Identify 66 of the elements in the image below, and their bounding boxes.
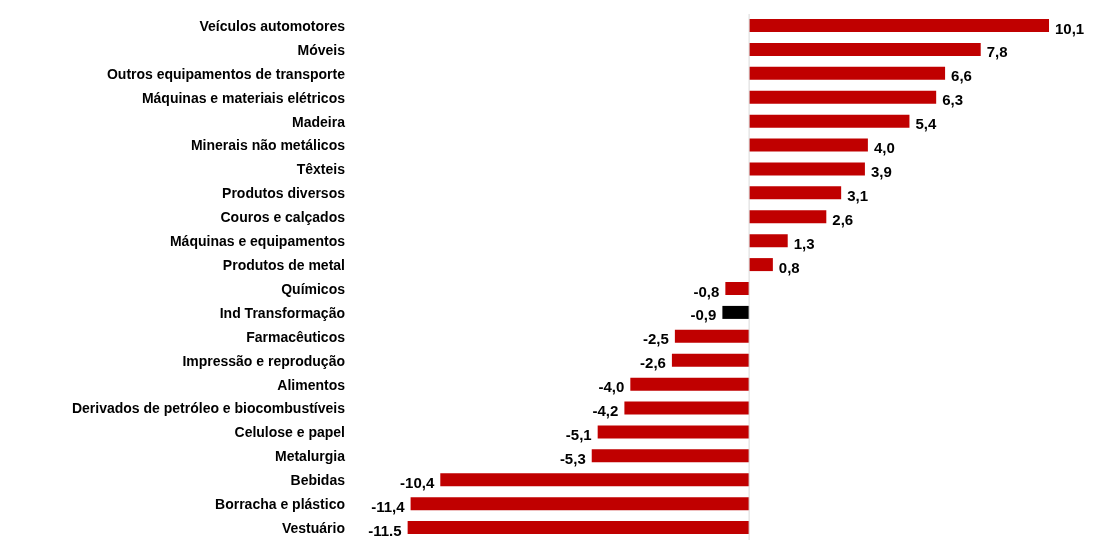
y-tick-label: Couros e calçados: [220, 209, 346, 226]
data-label: -5,3: [559, 449, 586, 467]
bar: [749, 90, 937, 104]
bar: [671, 353, 750, 367]
y-tick-label: Têxteis: [296, 161, 346, 178]
data-label: -0,9: [690, 306, 717, 324]
data-label: -4,0: [598, 378, 625, 396]
bar: [749, 162, 865, 176]
bar: [749, 42, 981, 56]
bar: [597, 425, 750, 439]
data-label: 7,8: [986, 43, 1008, 61]
y-tick-label: Celulose e papel: [234, 424, 345, 441]
y-tick-label: Vestuário: [281, 520, 345, 537]
data-label: -11.5: [368, 521, 402, 539]
bar: [674, 329, 750, 343]
y-tick-label: Impressão e reprodução: [182, 352, 345, 369]
bar: [749, 114, 910, 128]
y-tick-label: Produtos diversos: [222, 185, 346, 202]
bar: [624, 401, 750, 415]
data-label: -0,8: [693, 282, 720, 300]
bar: [749, 210, 827, 224]
bar: [410, 497, 750, 511]
y-tick-label: Outros equipamentos de transporte: [106, 65, 346, 82]
y-tick-label: Farmacêuticos: [246, 328, 346, 345]
y-tick-label: Bebidas: [290, 472, 346, 489]
y-tick-label: Derivados de petróleo e biocombustíveis: [71, 400, 346, 417]
y-tick-label: Veículos automotores: [199, 17, 346, 34]
bar: [725, 282, 750, 295]
bar: [749, 258, 773, 272]
data-label: 1,3: [793, 234, 815, 252]
data-label: -2,6: [640, 354, 666, 372]
bar: [591, 449, 750, 463]
bar: [440, 473, 750, 487]
bar: [407, 521, 750, 535]
y-tick-label: Móveis: [297, 41, 346, 58]
y-tick-label: Máquinas e materiais elétricos: [141, 89, 346, 106]
y-tick-label: Máquinas e equipamentos: [169, 233, 346, 250]
y-tick-label: Metalurgia: [274, 448, 346, 465]
data-label: -11,4: [371, 497, 406, 515]
data-label: 2,6: [832, 210, 854, 228]
data-label: 6,6: [951, 67, 972, 85]
data-label: 5,4: [915, 115, 937, 133]
data-label: 0,8: [778, 258, 800, 276]
y-tick-label: Produtos de metal: [222, 257, 345, 274]
bar: [749, 19, 1050, 32]
data-label: -5,1: [565, 425, 592, 443]
data-label: 10,1: [1055, 19, 1085, 37]
bar: [749, 138, 868, 152]
data-label: -10,4: [400, 473, 435, 491]
data-label: 4,0: [873, 139, 895, 157]
data-label: -2,5: [643, 330, 669, 348]
y-tick-label: Minerais não metálicos: [190, 137, 346, 154]
bar: [749, 186, 842, 200]
bar: [749, 66, 946, 80]
bar: [630, 377, 750, 391]
y-tick-label: Madeira: [292, 113, 346, 130]
bar: [749, 234, 788, 248]
bar: [722, 305, 750, 319]
y-tick-label: Químicos: [281, 280, 346, 297]
y-tick-label: Borracha e plástico: [215, 496, 345, 513]
data-label: 6,3: [942, 91, 964, 109]
data-label: 3,1: [847, 186, 869, 204]
data-label: 3,9: [870, 162, 892, 180]
y-tick-label: Alimentos: [277, 376, 346, 393]
y-tick-label: Ind Transformação: [219, 304, 345, 321]
data-label: -4,2: [592, 402, 619, 420]
